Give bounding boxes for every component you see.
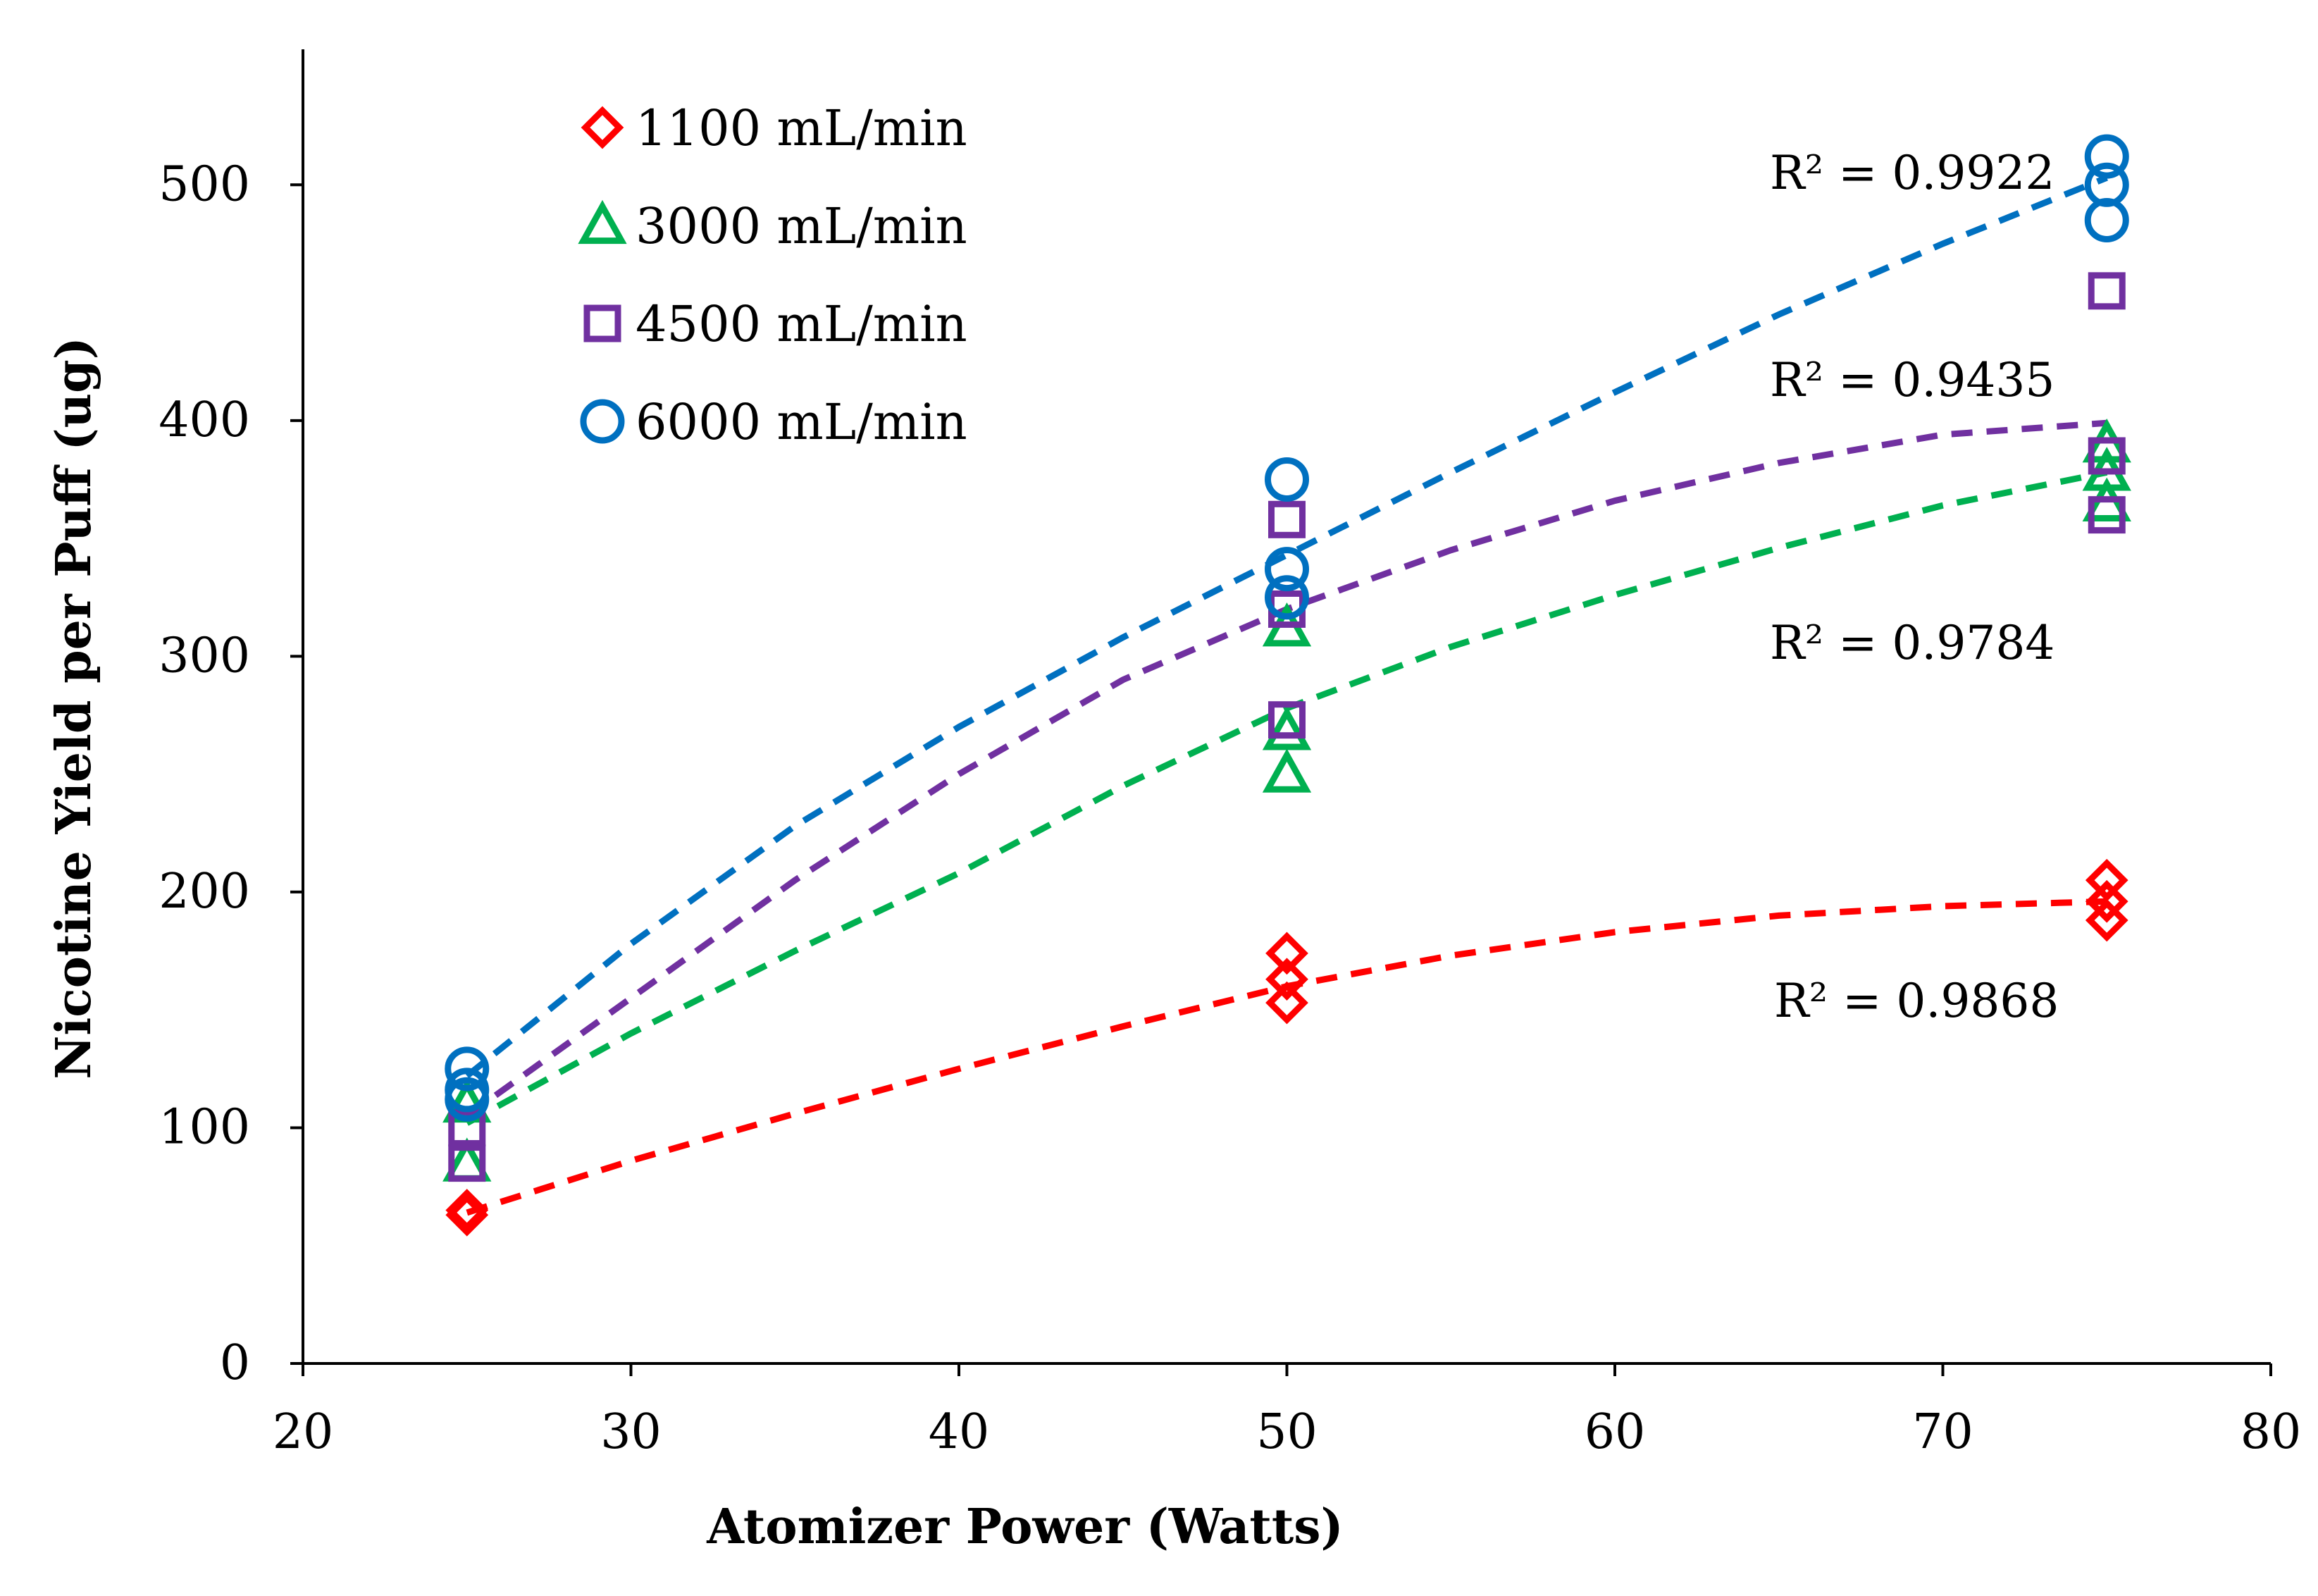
data-point-1100: [1265, 981, 1308, 1025]
data-point-1100: [1265, 932, 1308, 975]
data-point-1100: [2085, 858, 2128, 902]
y-tick-label: 400: [159, 392, 250, 448]
legend-markers: [578, 106, 627, 444]
data-point-4500: [2088, 496, 2126, 534]
data-point-4500: [2088, 272, 2126, 310]
trendline-1100: [466, 898, 2107, 1216]
data-point-6000: [1265, 457, 1309, 502]
x-axis-label: Atomizer Power (Watts): [706, 1499, 1343, 1555]
legend-label-3000: 3000 mL/min: [636, 197, 967, 255]
legend-marker-square: [583, 304, 621, 342]
data-point-1100: [445, 1189, 489, 1232]
data-point-4500: [1268, 500, 1306, 538]
data-point-6000: [1265, 547, 1309, 592]
data-point-4500: [2088, 437, 2126, 475]
data-point-6000: [1265, 575, 1309, 620]
x-tick-label: 20: [273, 1404, 334, 1460]
legend-label-1100: 1100 mL/min: [636, 99, 967, 157]
x-tick-label: 30: [600, 1404, 662, 1460]
x-tick-label: 80: [2240, 1404, 2302, 1460]
data-point-4500: [448, 1108, 486, 1146]
data-point-4500: [448, 1144, 486, 1182]
data-point-1100: [445, 1193, 489, 1237]
legend: 1100 mL/min 3000 mL/min 4500 mL/min 6000…: [578, 99, 967, 451]
data-point-6000: [2084, 162, 2129, 207]
y-axis-label: Nicotine Yield per Puff (ug): [46, 337, 102, 1080]
y-tick-label: 500: [159, 156, 250, 212]
x-tick-label: 70: [1912, 1404, 1973, 1460]
y-tick-label: 0: [220, 1335, 250, 1391]
legend-label-4500: 4500 mL/min: [636, 295, 967, 353]
r2-label-3000: R² = 0.9784: [1770, 616, 2054, 670]
y-tick-label: 200: [159, 864, 250, 920]
data-point-6000: [2084, 134, 2129, 179]
ticks: 20 30 40 50 60 70 80 0 100 200 300 400 500: [159, 156, 2301, 1460]
data-point-1100: [2085, 879, 2128, 923]
x-tick-label: 50: [1256, 1404, 1318, 1460]
data-point-1100: [1265, 958, 1308, 1001]
data-point-3000: [1262, 748, 1312, 793]
legend-marker-circle: [580, 399, 625, 444]
data-point-1100: [2085, 898, 2128, 942]
data-point-6000: [445, 1068, 490, 1113]
data-points: [442, 134, 2131, 1237]
r2-label-6000: R² = 0.9922: [1770, 146, 2054, 200]
legend-marker-triangle: [578, 199, 627, 245]
y-tick-label: 100: [159, 1099, 250, 1155]
data-point-6000: [445, 1046, 490, 1091]
data-point-4500: [1268, 701, 1306, 739]
r2-label-4500: R² = 0.9435: [1770, 353, 2054, 407]
x-tick-label: 60: [1585, 1404, 1646, 1460]
r2-label-1100: R² = 0.9868: [1774, 974, 2059, 1028]
y-tick-label: 300: [159, 628, 250, 683]
legend-marker-diamond: [581, 106, 624, 149]
x-tick-label: 40: [929, 1404, 990, 1460]
legend-label-6000: 6000 mL/min: [636, 393, 967, 451]
data-point-3000: [1262, 706, 1312, 750]
